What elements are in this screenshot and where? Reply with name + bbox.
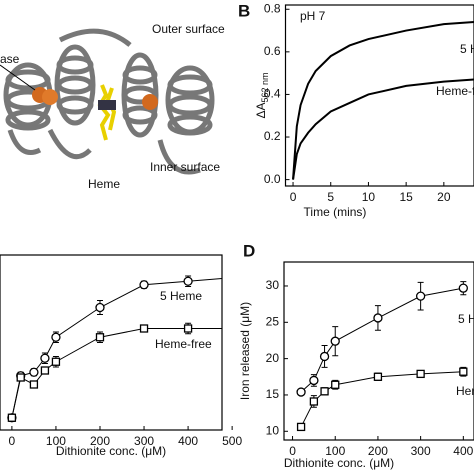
plot-area [296, 281, 468, 432]
marker [296, 422, 306, 432]
x-axis-title: Dithionite conc. (μM) [284, 456, 394, 470]
marker [183, 324, 193, 333]
y-tick-label: 20 [266, 351, 280, 365]
marker [183, 276, 193, 286]
error-bar [229, 322, 235, 336]
x-axis-title: Time (mins) [304, 205, 367, 219]
marker [458, 283, 468, 293]
annotation: pH 7 [300, 9, 326, 23]
series-line [292, 21, 474, 180]
x-tick-label: 10 [362, 190, 376, 204]
x-tick-label: 0 [290, 190, 297, 204]
marker [95, 333, 105, 342]
panel-label: B [238, 1, 250, 20]
x-tick-label: 0 [9, 434, 16, 448]
marker [29, 380, 39, 389]
marker [309, 375, 319, 386]
marker [51, 332, 61, 342]
y-axis-title: Iron released (μM) [238, 302, 252, 400]
marker [320, 387, 329, 396]
panel-label: D [243, 241, 255, 260]
marker [229, 325, 236, 332]
marker [416, 369, 425, 379]
annotation: Inner surface [150, 160, 220, 174]
marker [415, 291, 426, 301]
y-axis-title: Iron released (μM) [238, 302, 252, 400]
legend-label: 5 Heme [460, 42, 474, 56]
legend-label: Heme-free [456, 384, 474, 398]
plot-frame [0, 254, 223, 431]
legend-label: 5 Heme [160, 289, 202, 303]
legend-label: 5 Heme [458, 312, 474, 326]
error-bar [229, 273, 235, 284]
marker [459, 367, 468, 376]
y-tick-label: 0.4 [264, 87, 281, 101]
marker [373, 313, 383, 323]
x-tick-label: 0 [289, 444, 296, 458]
x-tick-label: 200 [90, 434, 110, 448]
x-tick-label: 5 [327, 190, 334, 204]
y-tick-label: 30 [266, 278, 280, 292]
y-axis-title: ΔA562 nm [254, 72, 270, 118]
plot-area [7, 273, 236, 423]
x-tick-label: 200 [368, 444, 388, 458]
marker [373, 372, 383, 381]
y-tick-label: 0.0 [264, 172, 281, 186]
y-tick-label: 0.2 [264, 129, 281, 143]
x-axis-title: Dithionite conc. (μM) [56, 444, 166, 458]
marker [51, 357, 61, 366]
y-tick-label: 15 [266, 387, 280, 401]
marker [139, 280, 149, 290]
y-axis-title: ΔA [254, 103, 268, 119]
x-tick-label: 100 [46, 434, 66, 448]
marker [331, 380, 340, 389]
annotation: Heme [88, 177, 120, 191]
x-tick-label: 20 [437, 190, 451, 204]
y-tick-label: 0.6 [264, 44, 281, 58]
series-line [292, 78, 474, 180]
marker [95, 302, 105, 313]
x-tick-label: 15 [399, 190, 413, 204]
y-tick-label: 10 [266, 423, 280, 437]
marker [40, 353, 50, 363]
y-axis-subscript: 562 nm [260, 72, 270, 102]
marker [228, 274, 236, 282]
legend-label: Heme-free [155, 337, 212, 351]
marker [296, 387, 306, 397]
marker [139, 324, 149, 333]
legend-label: Heme-free [436, 84, 474, 98]
y-tick-label: 0.8 [264, 1, 281, 15]
x-tick-label: 100 [325, 444, 345, 458]
marker [16, 373, 25, 382]
x-tick-label: 400 [453, 444, 473, 458]
plot-frame [283, 261, 474, 441]
marker [7, 413, 17, 422]
protein-structure [0, 28, 215, 175]
annotation: Outer surface [152, 22, 225, 36]
marker [29, 367, 39, 377]
x-tick-label: 300 [134, 434, 154, 448]
x-tick-label: 500 [222, 434, 242, 448]
x-tick-label: 300 [411, 444, 431, 458]
y-tick-label: 25 [266, 314, 280, 328]
x-tick-label: 400 [178, 434, 198, 448]
plot-frame [284, 4, 474, 187]
plot-area [292, 21, 474, 180]
marker [309, 397, 319, 406]
marker [330, 336, 340, 346]
series-line [300, 371, 464, 428]
marker [319, 351, 330, 362]
annotation: ase [0, 52, 20, 66]
marker [40, 366, 50, 375]
